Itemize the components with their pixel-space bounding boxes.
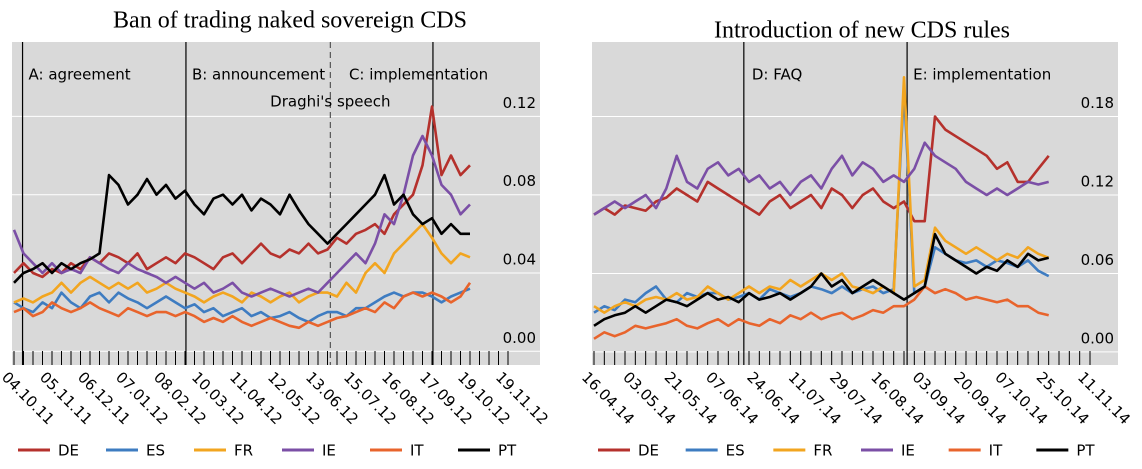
series-line [593, 232, 1050, 327]
legend-label: FR [234, 442, 253, 460]
annotation: D: FAQ [752, 66, 802, 84]
series-line [13, 173, 470, 284]
legend-label: DE [638, 442, 659, 460]
legend-label: ES [146, 442, 165, 460]
legend-label: PT [1076, 442, 1095, 460]
chart-title: Introduction of new CDS rules [714, 18, 1010, 44]
y-tick-label: 0.12 [503, 94, 536, 112]
annotation: B: announcement [192, 66, 325, 84]
plot-background [12, 42, 540, 365]
annotation: A: agreement [29, 66, 131, 84]
legend-label: IE [901, 442, 915, 460]
annotation: E: implementation [913, 66, 1051, 84]
y-tick-label: 0.08 [503, 172, 536, 190]
legend-label: IE [322, 442, 336, 460]
y-tick-label: 0.06 [1081, 251, 1114, 269]
y-tick-label: 0.12 [1081, 173, 1114, 191]
series-line [13, 287, 471, 324]
chart-title: Ban of trading naked sovereign CDS [113, 8, 467, 34]
y-tick-label: 0.04 [503, 250, 536, 268]
series-line [13, 222, 471, 304]
series-line [12, 134, 471, 298]
y-tick-label: 0.00 [1081, 329, 1114, 347]
series-line [593, 285, 1050, 340]
legend-label: FR [813, 442, 832, 460]
annotation: Draghi's speech [270, 93, 390, 111]
legend-label: DE [58, 442, 79, 460]
series-line [593, 115, 1050, 223]
legend-label: IT [989, 442, 1003, 460]
legend-label: ES [726, 442, 745, 460]
legend-label: PT [498, 442, 517, 460]
annotation: C: implementation [349, 66, 488, 84]
series-line [13, 282, 472, 330]
y-tick-label: 0.00 [503, 329, 536, 347]
y-tick-label: 0.18 [1081, 94, 1114, 112]
series-line [593, 141, 1050, 216]
legend-label: IT [410, 442, 424, 460]
